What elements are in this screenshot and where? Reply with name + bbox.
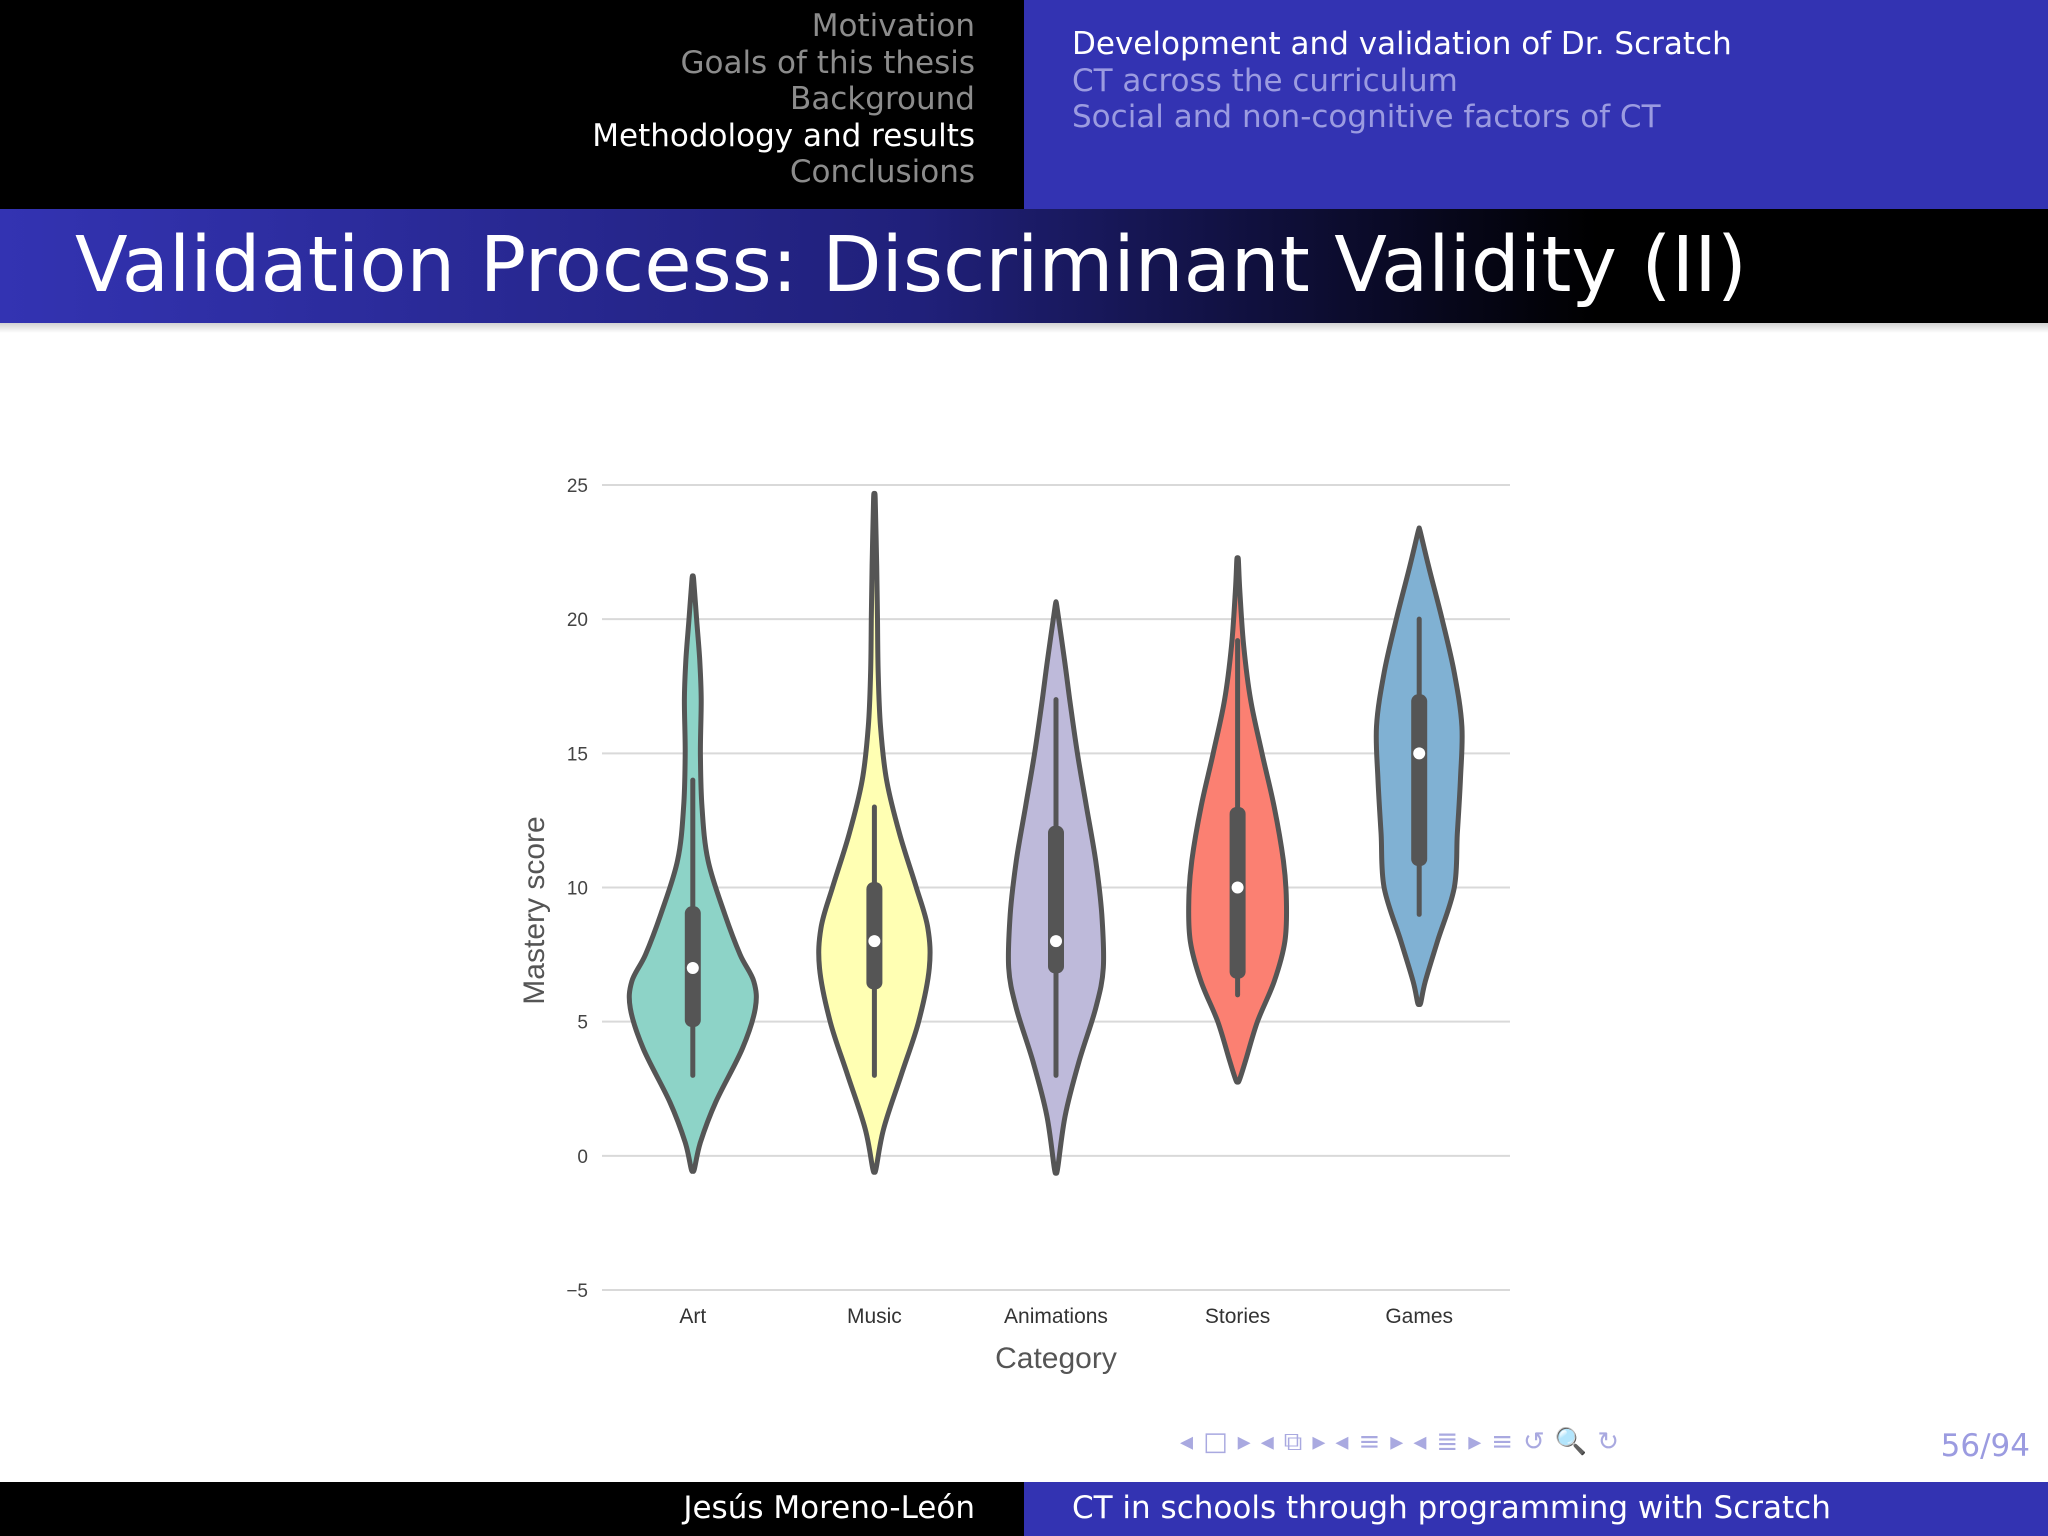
header-sections-panel: Motivation Goals of this thesis Backgrou…: [0, 0, 1024, 209]
subsection-nav: Development and validation of Dr. Scratc…: [1072, 26, 1732, 136]
y-tick-label: 20: [567, 610, 588, 631]
frame-title-bar: [0, 209, 2048, 323]
y-axis-label: Mastery score: [518, 816, 551, 1004]
nav-search-icon[interactable]: 🔍: [1554, 1427, 1588, 1457]
nav-prev-slide-arrow-icon[interactable]: ◂: [1180, 1427, 1194, 1457]
section-goals[interactable]: Goals of this thesis: [680, 44, 975, 81]
nav-prev-frame-arrow-icon[interactable]: ◂: [1260, 1427, 1274, 1457]
nav-frame-icon[interactable]: ⧉: [1283, 1426, 1303, 1457]
median-dot-stories: [1231, 881, 1244, 894]
iqr-box-games: [1411, 694, 1428, 867]
section-conclusions[interactable]: Conclusions: [789, 154, 975, 191]
x-tick-label: Music: [847, 1305, 902, 1328]
nav-next-slide-arrow-icon[interactable]: ▸: [1237, 1427, 1251, 1457]
nav-next-subsection-arrow-icon[interactable]: ▸: [1390, 1427, 1404, 1457]
title-bar-shadow: [0, 323, 2048, 333]
x-tick-label: Art: [679, 1305, 706, 1328]
x-tick-label: Stories: [1205, 1305, 1270, 1328]
x-tick-label: Animations: [1004, 1305, 1108, 1328]
footer-title: CT in schools through programming with S…: [1072, 1490, 1831, 1526]
y-tick-label: 5: [577, 1013, 588, 1034]
y-tick-label: 10: [567, 879, 588, 900]
nav-prev-section-arrow-icon[interactable]: ◂: [1413, 1427, 1427, 1457]
iqr-box-animations: [1048, 825, 1064, 974]
y-tick-label: 25: [567, 476, 588, 497]
nav-slide-icon[interactable]: □: [1203, 1427, 1228, 1457]
y-tick-label: 15: [567, 744, 588, 765]
x-tick-label: Games: [1385, 1305, 1453, 1328]
y-tick-label: 0: [577, 1147, 588, 1168]
nav-forward-icon[interactable]: ↻: [1597, 1427, 1620, 1457]
median-dot-games: [1413, 747, 1426, 760]
violin-chart: −5 0 5 10 15 20 25 Category Mastery score Art Musi…: [518, 476, 1510, 1375]
frame-title: Validation Process: Discriminant Validit…: [75, 221, 1747, 310]
section-motivation[interactable]: Motivation: [811, 8, 975, 44]
footer-author-panel: Jesús Moreno-León: [0, 1482, 1024, 1536]
nav-back-icon[interactable]: ↺: [1523, 1427, 1545, 1457]
footer-author: Jesús Moreno-León: [683, 1490, 975, 1526]
header-subsections-panel: Development and validation of Dr. Scratc…: [1024, 0, 2048, 209]
y-tick-label: −5: [566, 1281, 588, 1302]
section-background[interactable]: Background: [790, 81, 975, 118]
subsection-ct-curriculum[interactable]: CT across the curriculum: [1072, 62, 1458, 99]
nav-toc-icon[interactable]: ≡: [1491, 1427, 1514, 1457]
beamer-navigation-bar: ◂ □ ▸ ◂ ⧉ ▸ ◂ ≡ ▸ ◂ ≣ ▸ ≡ ↺ 🔍 ↻: [1180, 1420, 1920, 1464]
median-dot-animations: [1050, 935, 1062, 948]
nav-section-icon[interactable]: ≣: [1436, 1427, 1459, 1457]
nav-next-frame-arrow-icon[interactable]: ▸: [1312, 1427, 1326, 1457]
nav-next-section-arrow-icon[interactable]: ▸: [1468, 1427, 1482, 1457]
median-dot-music: [868, 935, 881, 948]
subsection-social-factors[interactable]: Social and non-cognitive factors of CT: [1072, 99, 1661, 136]
nav-prev-subsection-arrow-icon[interactable]: ◂: [1335, 1427, 1349, 1457]
footer-title-panel: CT in schools through programming with S…: [1024, 1482, 2048, 1536]
nav-subsection-icon[interactable]: ≡: [1358, 1427, 1381, 1457]
median-dot-art: [686, 962, 699, 974]
subsection-dr-scratch[interactable]: Development and validation of Dr. Scratc…: [1072, 26, 1732, 62]
x-axis-label: Category: [995, 1342, 1117, 1375]
section-methodology[interactable]: Methodology and results: [592, 117, 975, 154]
page-number: 56/94: [1940, 1428, 2030, 1464]
section-nav: Motivation Goals of this thesis Backgrou…: [592, 8, 975, 191]
